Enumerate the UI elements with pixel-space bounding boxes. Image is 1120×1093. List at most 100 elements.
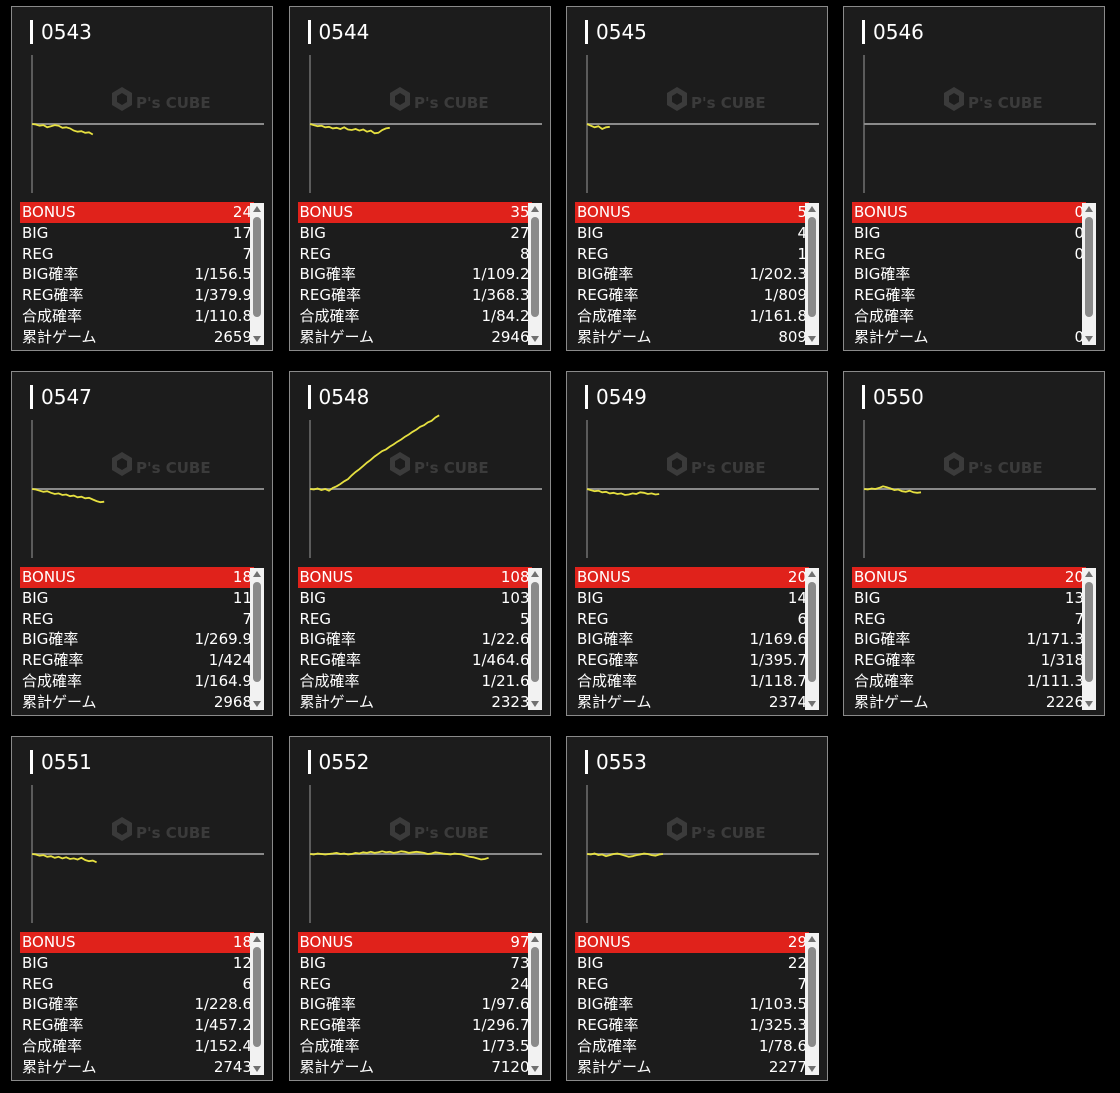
machine-number: 0551 [41, 750, 92, 774]
title-accent-bar [585, 20, 588, 44]
stat-label: REG確率 [299, 1016, 362, 1035]
scroll-thumb[interactable] [1085, 582, 1093, 682]
stat-row: REG確率 1/424 [20, 650, 254, 671]
scroll-down-arrow-icon[interactable] [253, 336, 261, 342]
scroll-down-arrow-icon[interactable] [253, 1066, 261, 1072]
cube-logo-icon [389, 452, 410, 476]
stat-value: 809 [778, 327, 807, 346]
stat-value: 2226 [1045, 692, 1084, 711]
stat-value: 1/97.6 [481, 995, 530, 1014]
cube-logo-icon [112, 452, 132, 476]
scroll-down-arrow-icon[interactable] [530, 336, 539, 342]
stat-row: 合成確率 1/73.5 [298, 1036, 532, 1057]
stats-scrollbar[interactable] [250, 568, 264, 710]
stat-label: BONUS [854, 568, 908, 586]
stat-label: 合成確率 [854, 671, 915, 690]
watermark-brand: P's CUBE [691, 824, 766, 842]
stat-value: 6 [242, 974, 252, 993]
stats-scrollbar[interactable] [527, 568, 542, 710]
stat-value: 6 [797, 609, 807, 628]
scroll-up-arrow-icon[interactable] [253, 936, 261, 942]
machine-card[interactable]: 0550 P's CUBE BONUS 20 BIG 13 REG 7 BIG確率 1/171.3… [843, 371, 1105, 716]
stat-label: BIG確率 [577, 265, 634, 284]
stat-row: BIG 73 [298, 953, 532, 974]
scroll-down-arrow-icon[interactable] [808, 336, 816, 342]
scroll-thumb[interactable] [530, 582, 539, 682]
stat-value: 1/73.5 [481, 1036, 530, 1055]
stat-value: 1/161.8 [749, 306, 807, 325]
stat-label: REG [854, 244, 886, 263]
stat-label: REG確率 [577, 651, 639, 670]
scroll-thumb[interactable] [808, 947, 816, 1047]
machine-card[interactable]: 0548 P's CUBE BONUS 108 BIG 103 REG 5 BIG確率 1/22.… [288, 371, 551, 716]
scroll-down-arrow-icon[interactable] [253, 701, 261, 707]
scroll-up-arrow-icon[interactable] [808, 206, 816, 212]
scroll-thumb[interactable] [253, 947, 261, 1047]
scroll-up-arrow-icon[interactable] [530, 571, 539, 577]
stat-row: BIG確率 1/22.6 [298, 629, 532, 650]
scroll-up-arrow-icon[interactable] [253, 571, 261, 577]
scroll-up-arrow-icon[interactable] [808, 571, 816, 577]
scroll-down-arrow-icon[interactable] [1085, 336, 1093, 342]
bonus-row: BONUS 18 [20, 567, 254, 588]
stats-scrollbar[interactable] [805, 933, 819, 1075]
scroll-up-arrow-icon[interactable] [808, 936, 816, 942]
scroll-thumb[interactable] [808, 217, 816, 317]
machine-card[interactable]: 0547 P's CUBE BONUS 18 BIG 11 REG 7 BIG確率 1/269.9… [11, 371, 273, 716]
stats-scrollbar[interactable] [527, 203, 542, 345]
machine-card[interactable]: 0543 P's CUBE BONUS 24 BIG 17 REG 7 BIG確率 1/156.5… [11, 6, 273, 351]
stat-value: 13 [1064, 588, 1084, 607]
machine-card[interactable]: 0552 P's CUBE BONUS 97 BIG 73 REG 24 BIG確率 1/97.6… [288, 736, 551, 1081]
scroll-down-arrow-icon[interactable] [530, 701, 539, 707]
machine-card[interactable]: 0545 P's CUBE BONUS 5 BIG 4 REG 1 BIG確率 1/202.3 RE… [566, 6, 828, 351]
scroll-thumb[interactable] [808, 582, 816, 682]
stats-scrollbar[interactable] [250, 203, 264, 345]
scroll-thumb[interactable] [530, 217, 539, 317]
machine-number: 0550 [873, 385, 924, 409]
watermark-brand: P's CUBE [136, 824, 211, 842]
scroll-thumb[interactable] [1085, 217, 1093, 317]
scroll-thumb[interactable] [253, 217, 261, 317]
stat-label: REG [577, 244, 609, 263]
scroll-up-arrow-icon[interactable] [253, 206, 261, 212]
machine-card[interactable]: 0549 P's CUBE BONUS 20 BIG 14 REG 6 BIG確率 1/169.6… [566, 371, 828, 716]
scroll-down-arrow-icon[interactable] [808, 1066, 816, 1072]
stat-value: 1/395.7 [749, 651, 807, 670]
stat-value: 1/809 [763, 286, 807, 305]
stat-label: BIG [854, 223, 881, 242]
scroll-down-arrow-icon[interactable] [808, 701, 816, 707]
stat-label: BONUS [299, 568, 354, 586]
stats-scrollbar[interactable] [1082, 203, 1096, 345]
scroll-up-arrow-icon[interactable] [530, 206, 539, 212]
stats-scrollbar[interactable] [1082, 568, 1096, 710]
title-accent-bar [30, 20, 33, 44]
scroll-up-arrow-icon[interactable] [1085, 206, 1093, 212]
machine-card[interactable]: 0551 P's CUBE BONUS 18 BIG 12 REG 6 BIG確率 1/228.6… [11, 736, 273, 1081]
scroll-up-arrow-icon[interactable] [1085, 571, 1093, 577]
stats-scrollbar[interactable] [527, 933, 542, 1075]
stat-label: REG確率 [299, 286, 362, 305]
watermark-brand: P's CUBE [414, 824, 489, 842]
stats-table: BONUS 18 BIG 11 REG 7 BIG確率 1/269.9 REG確率 1/424 合成… [20, 567, 254, 713]
scroll-thumb[interactable] [253, 582, 261, 682]
machine-card[interactable]: 0553 P's CUBE BONUS 29 BIG 22 REG 7 BIG確率 1/103.5… [566, 736, 828, 1081]
watermark-brand: P's CUBE [968, 459, 1043, 477]
stat-value: 1/457.2 [194, 1016, 252, 1035]
stat-label: REG [577, 974, 609, 993]
scroll-down-arrow-icon[interactable] [1085, 701, 1093, 707]
scroll-thumb[interactable] [530, 947, 539, 1047]
machine-card[interactable]: 0544 P's CUBE BONUS 35 BIG 27 REG 8 BIG確率 1/109.2… [288, 6, 551, 351]
watermark: P's CUBE [112, 87, 211, 112]
stat-row: 合成確率 1/110.8 [20, 306, 254, 327]
stat-label: 累計ゲーム [22, 692, 97, 711]
scroll-down-arrow-icon[interactable] [530, 1066, 539, 1072]
stat-label: REG [299, 974, 332, 993]
stats-scrollbar[interactable] [250, 933, 264, 1075]
stat-row: 累計ゲーム 2946 [298, 327, 532, 348]
stats-scrollbar[interactable] [805, 203, 819, 345]
machine-card[interactable]: 0546 P's CUBE BONUS 0 BIG 0 REG 0 BIG確率 REG確率 合成確率… [843, 6, 1105, 351]
scroll-up-arrow-icon[interactable] [530, 936, 539, 942]
stat-label: 合成確率 [854, 306, 915, 325]
stat-row: 累計ゲーム 2743 [20, 1057, 254, 1078]
stats-scrollbar[interactable] [805, 568, 819, 710]
